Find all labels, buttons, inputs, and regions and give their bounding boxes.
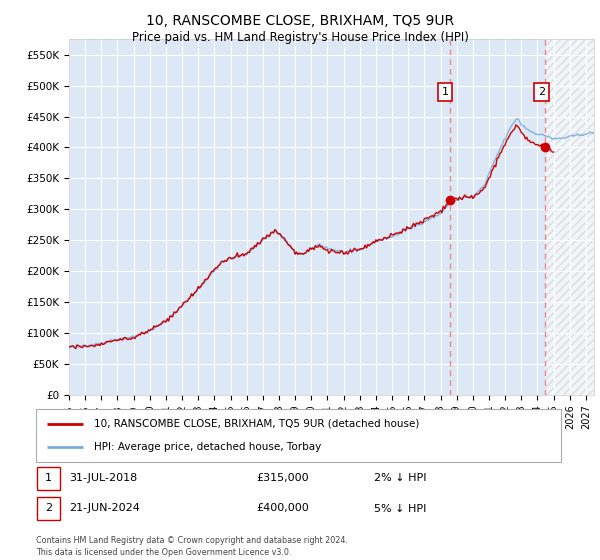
Text: Contains HM Land Registry data © Crown copyright and database right 2024.
This d: Contains HM Land Registry data © Crown c… xyxy=(36,536,348,557)
FancyBboxPatch shape xyxy=(37,497,60,520)
Text: 2: 2 xyxy=(45,503,52,514)
Text: 31-JUL-2018: 31-JUL-2018 xyxy=(69,473,137,483)
FancyBboxPatch shape xyxy=(36,409,561,462)
Bar xyxy=(450,39,545,395)
Text: 10, RANSCOMBE CLOSE, BRIXHAM, TQ5 9UR (detached house): 10, RANSCOMBE CLOSE, BRIXHAM, TQ5 9UR (d… xyxy=(94,419,419,429)
Text: Price paid vs. HM Land Registry's House Price Index (HPI): Price paid vs. HM Land Registry's House … xyxy=(131,31,469,44)
Text: 2% ↓ HPI: 2% ↓ HPI xyxy=(374,473,427,483)
Text: £315,000: £315,000 xyxy=(256,473,308,483)
Text: 2: 2 xyxy=(538,87,545,97)
Text: £400,000: £400,000 xyxy=(256,503,309,514)
Text: HPI: Average price, detached house, Torbay: HPI: Average price, detached house, Torb… xyxy=(94,442,321,452)
FancyBboxPatch shape xyxy=(37,467,60,489)
Text: 5% ↓ HPI: 5% ↓ HPI xyxy=(374,503,427,514)
Text: 1: 1 xyxy=(45,473,52,483)
Text: 1: 1 xyxy=(442,87,449,97)
Text: 21-JUN-2024: 21-JUN-2024 xyxy=(69,503,140,514)
Bar xyxy=(545,39,594,395)
Text: 10, RANSCOMBE CLOSE, BRIXHAM, TQ5 9UR: 10, RANSCOMBE CLOSE, BRIXHAM, TQ5 9UR xyxy=(146,14,454,28)
